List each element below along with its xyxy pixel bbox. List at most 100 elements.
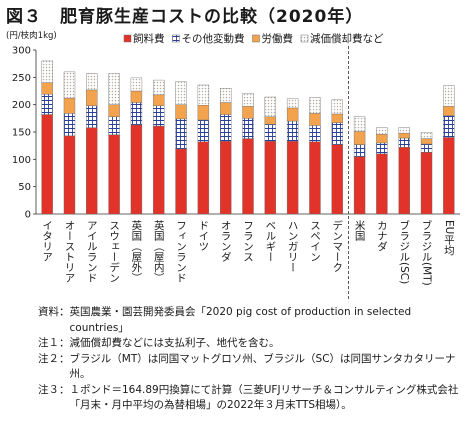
bar-segment-1-4 (130, 102, 143, 126)
bar-stack-1 (63, 71, 76, 215)
bar-segment-0-16 (398, 147, 410, 215)
bar-segment-0-13 (331, 144, 343, 215)
note-1: 注１： 減価償却費などには支払利子、地代を含む。 (38, 336, 463, 352)
title-text: 肥育豚生産コストの比較（2020年） (60, 7, 364, 27)
bar-stack-4 (130, 77, 143, 215)
x-tick-label-11: ハンガリー (287, 220, 299, 273)
bar-segment-3-12 (309, 97, 321, 114)
bar-stacks (41, 60, 455, 215)
bar-segment-1-0 (41, 94, 53, 115)
bar-stack-16 (398, 127, 410, 215)
note-label: 注３： (38, 383, 70, 396)
figure-number: 図３ (6, 7, 42, 27)
bar-segment-3-16 (398, 127, 410, 134)
chart-title: 図３ 肥育豚生産コストの比較（2020年） (6, 2, 363, 27)
bar-segment-2-12 (309, 113, 321, 126)
note-3: 注３： １ポンド＝164.89円換算にて計算（三菱UFJリサーチ＆コンサルティング… (38, 383, 463, 414)
bar-segment-3-9 (242, 92, 254, 107)
bar-segment-2-13 (331, 113, 343, 123)
bar-segment-1-16 (398, 137, 410, 148)
bar-segment-3-4 (130, 77, 143, 92)
bar-segment-3-15 (376, 127, 388, 135)
note-text: １ポンド＝164.89円換算にて計算（三菱UFJリサーチ＆コンサルティング株式会… (69, 383, 459, 412)
bar-segment-0-8 (219, 141, 232, 215)
y-tick-label-250: 250 (12, 73, 31, 84)
bar-stack-2 (86, 73, 98, 215)
bar-segment-0-1 (63, 135, 76, 215)
bar-segment-1-8 (219, 114, 232, 142)
legend-label-1: その他変動費 (182, 32, 245, 45)
x-tick-label-16: ブラジル(SC) (398, 219, 410, 284)
bar-segment-1-5 (153, 105, 165, 127)
bar-segment-3-0 (41, 60, 53, 84)
legend-swatch-3 (300, 34, 309, 43)
bar-segment-3-8 (219, 88, 232, 103)
bar-segment-1-15 (376, 142, 388, 155)
x-tick-label-3: スウェーデン (108, 220, 120, 283)
note-2: 注２： ブラジル（MT）は同国マットグロソ州、ブラジル（SC）は同国サンタカタリー… (38, 352, 463, 383)
bar-segment-1-14 (353, 144, 366, 157)
bar-segment-3-6 (175, 81, 187, 105)
bar-segment-3-10 (264, 96, 277, 117)
bar-segment-2-16 (398, 132, 410, 139)
chart-legend: 飼料費 その他変動費 労働費 減価償却費など (123, 32, 384, 45)
y-tick-label-300: 300 (12, 46, 31, 57)
bar-segment-3-17 (420, 132, 433, 139)
bar-segment-0-17 (420, 152, 433, 215)
legend-label-2: 労働費 (262, 32, 294, 45)
bar-segment-2-8 (219, 102, 232, 115)
bar-segment-1-12 (309, 125, 321, 143)
bar-stack-8 (219, 88, 232, 215)
bar-segment-0-10 (264, 141, 277, 215)
x-tick-label-2: アイルランド (86, 220, 98, 283)
bar-stack-5 (153, 79, 165, 215)
note-text: ブラジル（MT）は同国マットグロソ州、ブラジル（SC）は同国サンタカタリーナ州。 (69, 352, 456, 381)
bar-segment-1-7 (197, 119, 210, 143)
y-axis-label: (円/枝肉1kg) (6, 30, 57, 41)
note-text: 英国農業・園芸開発委員会「2020 pig cost of production… (69, 306, 412, 334)
x-tick-label-6: フィンランド (175, 220, 187, 283)
legend-swatch-2 (252, 34, 260, 43)
bar-segment-3-1 (63, 71, 76, 99)
bar-stack-17 (420, 132, 433, 215)
bar-segment-1-17 (420, 143, 433, 153)
bar-segment-0-0 (41, 114, 53, 215)
bar-segment-1-18 (443, 115, 455, 138)
bar-segment-1-9 (242, 118, 254, 139)
x-tick-label-17: ブラジル(MT) (421, 219, 433, 285)
bar-segment-2-9 (242, 106, 254, 119)
note-label: 注２： (38, 352, 70, 365)
bar-stack-12 (309, 97, 321, 215)
bar-stack-9 (242, 92, 254, 215)
x-tick-label-14: 米国 (354, 219, 366, 242)
bar-segment-0-15 (376, 153, 388, 215)
x-tick-label-18: EU平均 (443, 220, 455, 256)
y-tick-label-0: 0 (25, 210, 31, 221)
y-tick-label-50: 50 (18, 182, 31, 193)
y-tick-label-150: 150 (12, 128, 31, 139)
bar-segment-1-11 (286, 120, 299, 142)
bar-segment-0-5 (153, 125, 165, 215)
bar-segment-3-2 (86, 73, 98, 91)
bar-segment-2-5 (153, 94, 165, 106)
bar-segment-0-14 (353, 156, 366, 215)
x-tick-label-10: ベルギー (264, 220, 276, 262)
bar-stack-15 (376, 127, 388, 215)
bar-segment-0-18 (443, 137, 455, 215)
bar-segment-3-14 (353, 116, 366, 132)
y-tick-label-200: 200 (12, 100, 31, 111)
note-text: 減価償却費などには支払利子、地代を含む。 (69, 337, 280, 349)
bar-stack-7 (197, 84, 210, 215)
bar-segment-2-4 (130, 90, 143, 103)
bar-segment-2-0 (41, 82, 53, 95)
bar-segment-2-15 (376, 133, 388, 144)
y-tick-label-100: 100 (12, 155, 31, 166)
bar-segment-0-2 (86, 127, 98, 215)
legend-label-0: 飼料費 (133, 32, 165, 45)
x-tick-label-7: ドイツ (197, 220, 209, 252)
x-tick-label-13: デンマーク (331, 219, 343, 272)
note-label: 注１： (38, 337, 70, 349)
bar-segment-0-3 (108, 134, 120, 215)
cost-comparison-chart: 飼料費 その他変動費 労働費 減価償却費など (円/枝肉1kg) 0 50 100 150 20… (6, 30, 460, 300)
bar-segment-1-6 (175, 118, 187, 150)
